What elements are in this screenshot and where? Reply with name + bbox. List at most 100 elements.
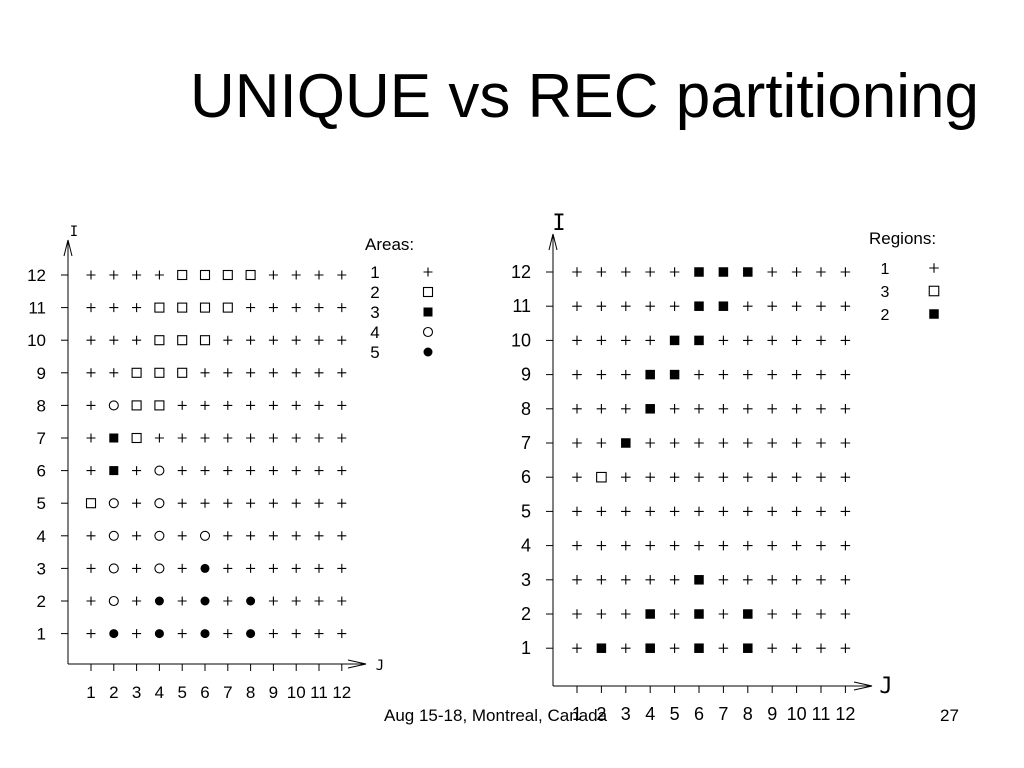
left-point-plus [268, 270, 278, 280]
left-point-plus [268, 531, 278, 541]
left-x-tick-label: 2 [109, 683, 118, 702]
right-point-plus [840, 301, 851, 311]
right-point-plus [791, 643, 802, 653]
left-point-plus [132, 498, 142, 508]
right-point-plus [840, 472, 851, 482]
right-y-tick-label: 3 [521, 570, 531, 590]
left-point-plus [177, 466, 187, 476]
right-point-plus [743, 335, 753, 346]
left-point-plus [291, 270, 301, 280]
right-point-plus [572, 540, 582, 551]
left-point-plus [223, 433, 233, 443]
left-x-tick-label: 3 [132, 683, 141, 702]
left-point-plus [246, 303, 256, 313]
left-y-tick-label: 6 [37, 462, 46, 481]
right-point-plus [645, 575, 655, 585]
left-y-axis-label: I [70, 224, 78, 240]
right-point-plus [791, 369, 802, 380]
right-point-plus [572, 575, 582, 585]
left-point-plus [246, 531, 256, 541]
right-point-plus [621, 267, 631, 277]
right-point-plus [767, 506, 777, 517]
left-x-tick-label: 6 [200, 683, 209, 702]
left-y-axis-arrow [63, 239, 73, 257]
left-point-plus [337, 368, 347, 378]
left-point-plus [86, 303, 96, 313]
left-legend-marker-plus [423, 267, 433, 277]
left-point-plus [337, 531, 347, 541]
right-point-filled-square [645, 643, 655, 653]
left-point-plus [200, 400, 210, 410]
right-point-plus [767, 472, 777, 482]
right-x-tick-label: 4 [645, 704, 655, 724]
right-point-plus [767, 369, 777, 380]
left-point-open-square [154, 335, 165, 346]
left-point-filled-circle [154, 596, 164, 606]
right-x-tick-label: 5 [670, 704, 680, 724]
right-point-plus [718, 472, 729, 482]
right-point-plus [791, 575, 802, 585]
left-point-open-circle [154, 530, 165, 541]
right-y-tick-label: 9 [521, 365, 531, 385]
right-x-tick-label: 9 [767, 704, 777, 724]
right-legend: Regions: 1 3 2 [869, 229, 940, 324]
left-x-tick-label: 9 [269, 683, 278, 702]
right-point-filled-square [694, 609, 704, 619]
right-point-plus [791, 267, 802, 277]
left-point-open-circle [108, 595, 119, 607]
left-point-open-square [154, 367, 165, 378]
right-point-plus [816, 609, 826, 619]
right-point-filled-square [743, 643, 753, 653]
right-point-plus [767, 335, 777, 346]
left-point-plus [132, 596, 142, 606]
right-x-tick-label: 7 [718, 704, 728, 724]
left-point-open-square [131, 367, 142, 378]
right-point-plus [743, 301, 753, 311]
right-point-plus [718, 609, 729, 619]
right-point-plus [791, 540, 802, 551]
left-point-plus [314, 629, 324, 639]
right-point-plus [596, 301, 607, 311]
right-point-plus [840, 438, 851, 448]
right-point-plus [596, 267, 607, 277]
left-point-open-square [177, 367, 188, 378]
left-point-plus [177, 433, 187, 443]
right-legend-title: Regions: [869, 229, 936, 248]
left-point-plus [132, 270, 142, 280]
right-point-plus [669, 575, 680, 585]
right-point-plus [767, 404, 777, 414]
right-point-plus [718, 575, 729, 585]
left-x-tick-label: 1 [86, 683, 95, 702]
right-y-tick-label: 8 [521, 399, 531, 419]
left-data-points [85, 269, 347, 639]
left-point-plus [223, 629, 233, 639]
right-point-plus [572, 369, 582, 380]
right-point-filled-square [694, 643, 704, 653]
right-point-plus [621, 301, 631, 311]
left-point-filled-circle [200, 563, 210, 573]
left-point-plus [268, 303, 278, 313]
right-point-plus [645, 506, 655, 517]
right-y-tick-label: 10 [511, 330, 531, 350]
right-point-plus [572, 335, 582, 346]
right-point-filled-square [694, 335, 704, 346]
left-point-plus [314, 368, 324, 378]
right-point-plus [791, 404, 802, 414]
right-y-tick-label: 1 [521, 638, 531, 658]
left-point-plus [337, 335, 347, 345]
right-point-plus [596, 609, 607, 619]
right-point-plus [621, 472, 631, 482]
left-point-plus [86, 335, 96, 345]
right-point-plus [816, 575, 826, 585]
left-point-open-square [199, 335, 211, 346]
left-legend-label: 1 [370, 263, 379, 282]
right-legend-marker-plus [929, 263, 939, 273]
right-point-plus [669, 506, 680, 517]
left-point-plus [223, 368, 233, 378]
right-point-plus [718, 369, 729, 380]
left-point-plus [314, 270, 324, 280]
left-point-plus [337, 498, 347, 508]
right-y-tick-label: 5 [521, 501, 531, 521]
left-y-tick-label: 1 [37, 625, 46, 644]
